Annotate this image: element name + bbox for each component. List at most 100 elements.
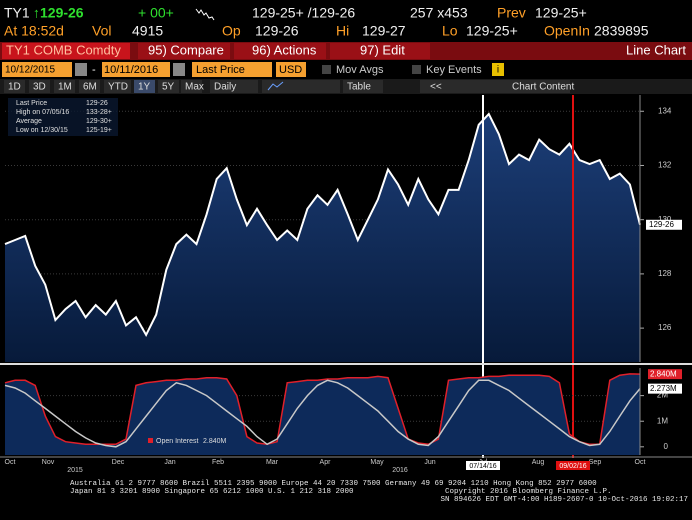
legend-value: 2.840M: [203, 438, 227, 445]
currency: USD: [279, 64, 302, 76]
bid-ask: 129-25+ /129-26: [252, 5, 355, 21]
chart-tools[interactable]: [262, 80, 340, 93]
period-button[interactable]: [158, 80, 179, 93]
y-tick-label: 1M: [657, 416, 668, 425]
x-tick-label: Aug: [532, 459, 545, 466]
compare-button[interactable]: [138, 43, 230, 59]
period-button[interactable]: [29, 80, 50, 93]
security-input[interactable]: [2, 43, 130, 59]
hi-label: Hi: [336, 23, 349, 39]
x-tick-label: Feb: [212, 459, 224, 466]
start-date: 10/12/2015: [5, 65, 55, 76]
compare: 95) Compare: [148, 42, 224, 57]
x-tick-label: Jan: [164, 459, 175, 466]
legend-box: [8, 98, 118, 136]
last-value-flag: [648, 369, 682, 380]
price-area: [5, 114, 640, 362]
period-button[interactable]: [54, 80, 75, 93]
mov-avgs-checkbox[interactable]: [322, 65, 331, 74]
period-button[interactable]: [79, 80, 100, 93]
chart-content: Chart Content: [512, 82, 574, 93]
back: <<: [430, 82, 442, 93]
mov-avgs: Mov Avgs: [336, 64, 384, 76]
frequency-select[interactable]: [210, 80, 258, 93]
vol-label: Vol: [92, 23, 111, 39]
legend-value: 129-30+: [86, 118, 112, 125]
year-label: 2015: [67, 467, 83, 474]
y-tick-label: 128: [658, 269, 672, 278]
oi-line: [4, 373, 641, 446]
end-date: 10/11/2016: [104, 64, 158, 76]
period: Max: [185, 82, 204, 93]
op: 129-26: [255, 23, 299, 39]
end-date-input[interactable]: [102, 62, 170, 77]
legend-value: 133-28+: [86, 109, 112, 116]
footer-contacts: Japan 81 3 3201 8900 Singapore 65 6212 1…: [70, 488, 354, 496]
x-tick-label: Oct: [635, 459, 646, 466]
edit-button[interactable]: [330, 43, 430, 59]
copyright: Copyright 2016 Bloomberg Finance L.P.: [445, 488, 612, 496]
year-label: 2016: [392, 467, 408, 474]
legend-label: Low on 12/30/15: [16, 127, 68, 134]
event-flag: [466, 461, 500, 470]
period-button[interactable]: [134, 80, 155, 93]
hi: 129-27: [362, 23, 406, 39]
view-name: Line Chart: [626, 42, 686, 57]
actions-button[interactable]: [234, 43, 326, 59]
start-date-input[interactable]: [2, 62, 72, 77]
legend-label: Last Price: [16, 100, 47, 107]
period-button[interactable]: [104, 80, 131, 93]
legend-swatch: [148, 438, 153, 443]
lo-label: Lo: [442, 23, 458, 39]
legend-value: 129-26: [86, 100, 108, 107]
x-tick-label: Oct: [5, 459, 16, 466]
op-label: Op: [222, 23, 241, 39]
x-tick-label: Nov: [42, 459, 55, 466]
table: Table: [347, 82, 371, 93]
x-tick-label: Jun: [424, 459, 435, 466]
x-tick-label: Dec: [112, 459, 125, 466]
x-tick-label: Apr: [320, 459, 332, 466]
period-button[interactable]: [4, 80, 25, 93]
last-value-label: 129-26: [649, 220, 674, 229]
legend-label: Average: [16, 118, 42, 125]
y-tick-label: 126: [658, 323, 672, 332]
field: Last Price: [196, 64, 245, 76]
prev-label: Prev: [497, 5, 526, 21]
calendar-icon[interactable]: [173, 63, 185, 76]
period: 5Y: [162, 82, 175, 93]
table-button[interactable]: [343, 80, 383, 93]
price-line: [4, 112, 641, 338]
security: TY1 COMB Comdty: [6, 42, 121, 57]
calendar-icon[interactable]: [75, 63, 87, 76]
info-button[interactable]: [492, 63, 504, 76]
last-value-label: 2.840M: [650, 369, 677, 378]
chart-area: 126 128 130 132 134 129-26 Last Price 129-26 Hig…: [0, 95, 692, 474]
edit: 97) Edit: [360, 42, 405, 57]
legend-label: High on 07/05/16: [16, 109, 69, 116]
line-tool-icon: [267, 81, 284, 91]
actions: 96) Actions: [252, 42, 317, 57]
key-events-checkbox[interactable]: [412, 65, 421, 74]
date-separator: -: [92, 64, 96, 76]
legend-value: 125-19+: [86, 127, 112, 134]
legend-label: Open Interest: [156, 438, 198, 445]
last-value-flag: [648, 383, 682, 394]
info: i: [497, 65, 499, 76]
frequency: Daily: [214, 82, 236, 93]
y-tick-label: 134: [658, 106, 672, 115]
y-tick-label: 132: [658, 161, 672, 170]
last-value-label: 2.273M: [650, 384, 677, 393]
period-button[interactable]: [181, 80, 202, 93]
field-select[interactable]: [192, 62, 272, 77]
y-tick-label: 130: [658, 215, 672, 224]
size: 257 x453: [410, 5, 468, 21]
period: 1D: [8, 82, 21, 93]
period: 1M: [58, 82, 72, 93]
openint: 2839895: [594, 23, 649, 39]
last-value-flag: [646, 219, 682, 230]
chart-content-bar[interactable]: [420, 80, 570, 93]
currency-select[interactable]: [276, 62, 306, 77]
x-tick-label: May: [370, 459, 384, 466]
